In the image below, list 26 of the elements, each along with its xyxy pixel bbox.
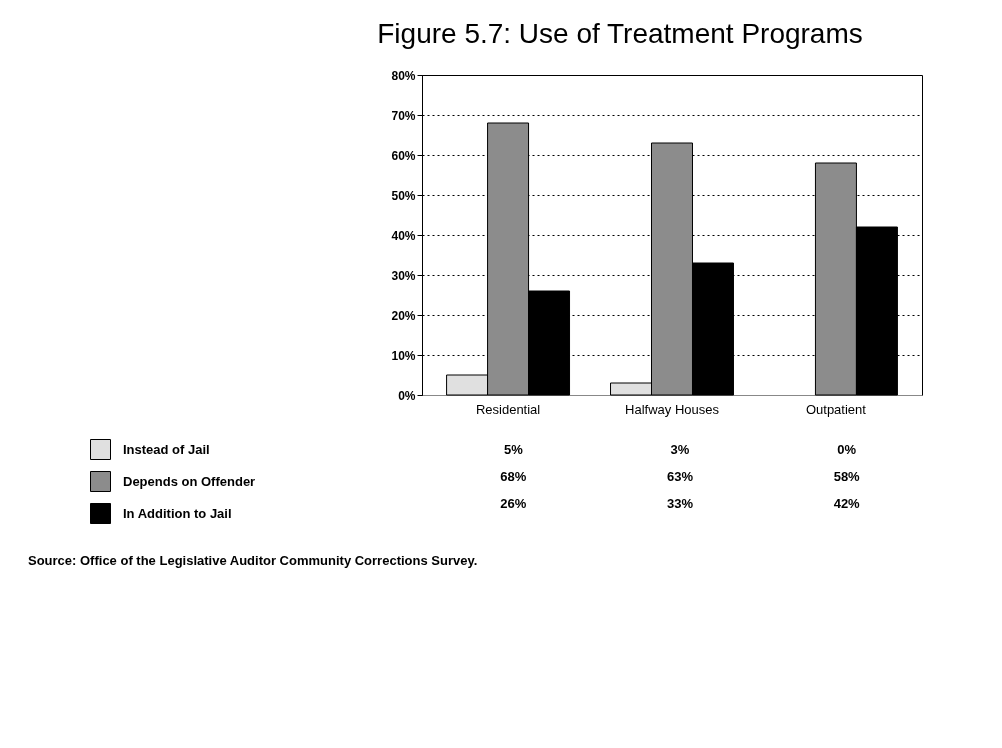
y-tick-label: 80% (391, 68, 416, 83)
y-tick-label: 40% (391, 228, 416, 243)
data-label: 68% (500, 469, 527, 484)
legend-label: In Addition to Jail (123, 505, 232, 521)
data-label: 0% (837, 442, 857, 458)
data-label: 5% (503, 442, 524, 458)
data-label: 58% (833, 469, 861, 484)
y-tick-label: 20% (391, 308, 416, 323)
x-tick-label: Residential (475, 401, 541, 417)
x-tick-label: Halfway Houses (625, 401, 720, 417)
legend-label: Instead of Jail (123, 441, 210, 457)
y-tick-label: 30% (391, 268, 416, 283)
y-tick-label: 60% (391, 148, 416, 163)
data-label: 33% (666, 495, 694, 511)
chart-title: Figure 5.7: Use of Treatment Programs (377, 17, 863, 49)
y-tick-label: 0% (398, 388, 416, 403)
y-tick-label: 50% (391, 188, 416, 203)
data-label: 26% (500, 495, 527, 511)
data-label: 63% (666, 469, 694, 484)
data-label: 42% (833, 495, 861, 511)
x-tick-label: Outpatient (805, 401, 867, 417)
y-tick-label: 70% (391, 108, 416, 123)
source-note: Source: Office of the Legislative Auditor Community Corrections Survey. (28, 553, 478, 568)
data-label: 3% (670, 442, 690, 458)
y-tick-label: 10% (391, 348, 416, 363)
legend-label: Depends on Offender (123, 473, 256, 489)
